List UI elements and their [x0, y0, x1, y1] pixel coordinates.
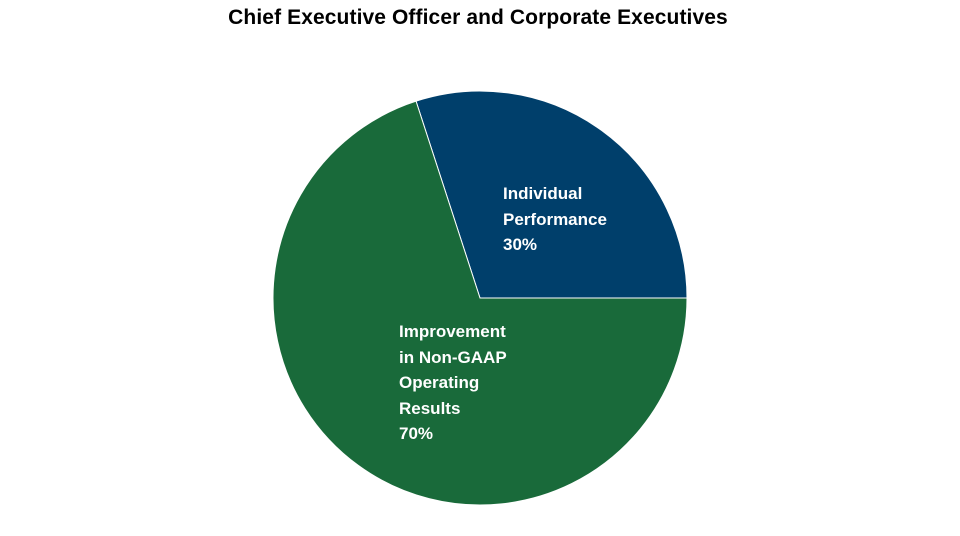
slice-label-line: Operating [399, 373, 480, 392]
pie-slice-improvement-non-gaap [272, 100, 688, 506]
slice-label-line: Performance [503, 209, 607, 229]
chart-title: Chief Executive Officer and Corporate Ex… [228, 6, 728, 29]
slice-label-line: in Non-GAAP [399, 347, 507, 367]
slice-label-line: Improvement [399, 322, 506, 341]
slice-label-line: Individual [503, 184, 583, 203]
slice-label-individual-performance: Individual Performance 30% [503, 181, 607, 258]
slice-value-label: 30% [503, 235, 538, 254]
pie-slice-individual-performance [415, 90, 688, 299]
slice-label-improvement-non-gaap: Improvement in Non-GAAP Operating Result… [399, 319, 507, 447]
slice-value-label: 70% [399, 424, 434, 443]
slice-label-line: Results [399, 398, 461, 418]
